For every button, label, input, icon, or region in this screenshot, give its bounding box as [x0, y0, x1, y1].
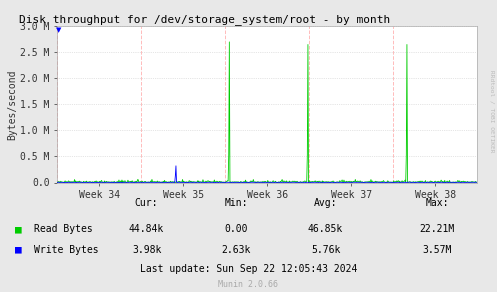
Text: ■: ■	[15, 245, 22, 255]
Text: 46.85k: 46.85k	[308, 224, 343, 234]
Text: Disk throughput for /dev/storage_system/root - by month: Disk throughput for /dev/storage_system/…	[19, 14, 391, 25]
Text: ▼: ▼	[56, 27, 62, 33]
Text: Munin 2.0.66: Munin 2.0.66	[219, 280, 278, 289]
Text: 2.63k: 2.63k	[221, 245, 251, 255]
Text: 44.84k: 44.84k	[129, 224, 164, 234]
Text: 3.98k: 3.98k	[132, 245, 162, 255]
Text: 5.76k: 5.76k	[311, 245, 340, 255]
Text: Cur:: Cur:	[135, 198, 159, 208]
Text: 3.57M: 3.57M	[422, 245, 452, 255]
Text: Max:: Max:	[425, 198, 449, 208]
Text: Min:: Min:	[224, 198, 248, 208]
Text: 22.21M: 22.21M	[420, 224, 455, 234]
Text: Last update: Sun Sep 22 12:05:43 2024: Last update: Sun Sep 22 12:05:43 2024	[140, 264, 357, 274]
Text: Read Bytes: Read Bytes	[34, 224, 92, 234]
Y-axis label: Bytes/second: Bytes/second	[7, 69, 17, 140]
Text: 0.00: 0.00	[224, 224, 248, 234]
Text: Avg:: Avg:	[314, 198, 337, 208]
Text: Write Bytes: Write Bytes	[34, 245, 98, 255]
Text: RRdtool / TOBI OETIKER: RRdtool / TOBI OETIKER	[490, 70, 495, 152]
Text: ■: ■	[15, 224, 22, 234]
